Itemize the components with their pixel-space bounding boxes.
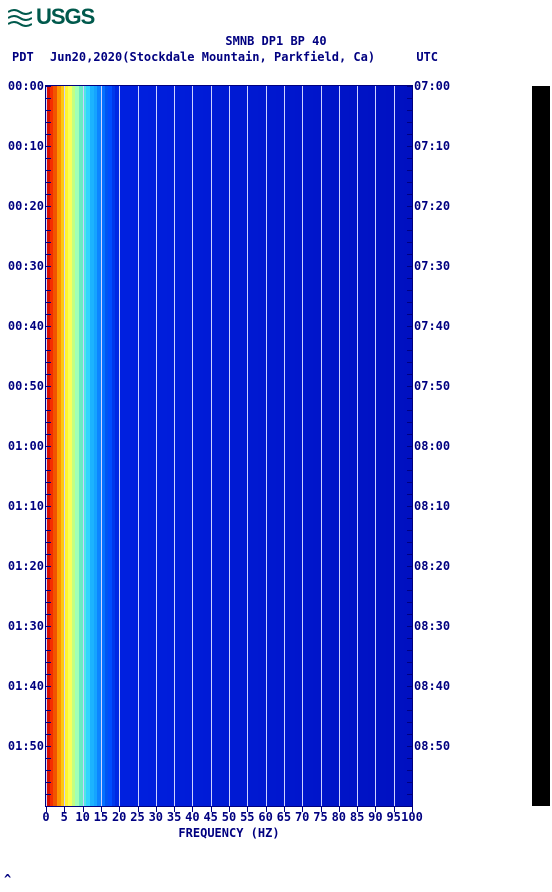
y-tick-right: 07:30 — [414, 259, 450, 273]
y-tick-left: 00:40 — [8, 319, 44, 333]
y-tick-right: 07:50 — [414, 379, 450, 393]
y-tick-left: 00:30 — [8, 259, 44, 273]
usgs-waves-icon — [8, 6, 32, 28]
y-tick-right: 08:20 — [414, 559, 450, 573]
x-tick: 10 — [75, 810, 89, 824]
x-tick: 75 — [313, 810, 327, 824]
y-tick-left: 00:00 — [8, 79, 44, 93]
y-tick-left: 01:20 — [8, 559, 44, 573]
chart-title: SMNB DP1 BP 40 — [0, 34, 552, 48]
x-tick: 55 — [240, 810, 254, 824]
x-tick: 90 — [368, 810, 382, 824]
x-tick: 45 — [203, 810, 217, 824]
y-tick-left: 01:00 — [8, 439, 44, 453]
x-tick: 100 — [401, 810, 423, 824]
y-tick-left: 01:40 — [8, 679, 44, 693]
x-tick: 65 — [277, 810, 291, 824]
y-tick-right: 08:40 — [414, 679, 450, 693]
spectrogram-plot: FREQUENCY (HZ) 0510152025303540455055606… — [46, 86, 412, 806]
y-tick-left: 00:20 — [8, 199, 44, 213]
x-tick: 15 — [94, 810, 108, 824]
x-tick: 5 — [61, 810, 68, 824]
left-tz-label: PDT — [12, 50, 34, 64]
x-tick: 35 — [167, 810, 181, 824]
y-tick-left: 00:10 — [8, 139, 44, 153]
y-tick-left: 01:50 — [8, 739, 44, 753]
right-tz-label: UTC — [416, 50, 438, 64]
x-tick: 60 — [258, 810, 272, 824]
y-tick-right: 08:50 — [414, 739, 450, 753]
caret-mark: ^ — [4, 872, 11, 886]
x-tick: 50 — [222, 810, 236, 824]
date-location: Jun20,2020(Stockdale Mountain, Parkfield… — [50, 50, 375, 64]
y-tick-right: 07:40 — [414, 319, 450, 333]
x-tick: 70 — [295, 810, 309, 824]
y-tick-left: 01:10 — [8, 499, 44, 513]
x-tick: 85 — [350, 810, 364, 824]
usgs-logo: USGS — [8, 4, 94, 30]
y-tick-right: 08:30 — [414, 619, 450, 633]
x-tick: 80 — [332, 810, 346, 824]
x-axis-label: FREQUENCY (HZ) — [46, 826, 412, 840]
y-tick-left: 00:50 — [8, 379, 44, 393]
y-tick-left: 01:30 — [8, 619, 44, 633]
x-tick: 30 — [149, 810, 163, 824]
y-tick-right: 08:00 — [414, 439, 450, 453]
y-tick-right: 07:00 — [414, 79, 450, 93]
y-tick-right: 07:20 — [414, 199, 450, 213]
y-tick-right: 07:10 — [414, 139, 450, 153]
usgs-logo-text: USGS — [36, 4, 94, 30]
seismogram-strip — [532, 86, 550, 806]
x-tick: 95 — [386, 810, 400, 824]
spectrogram-surface — [46, 86, 412, 806]
y-tick-right: 08:10 — [414, 499, 450, 513]
x-tick: 25 — [130, 810, 144, 824]
x-tick: 0 — [42, 810, 49, 824]
x-tick: 20 — [112, 810, 126, 824]
x-tick: 40 — [185, 810, 199, 824]
